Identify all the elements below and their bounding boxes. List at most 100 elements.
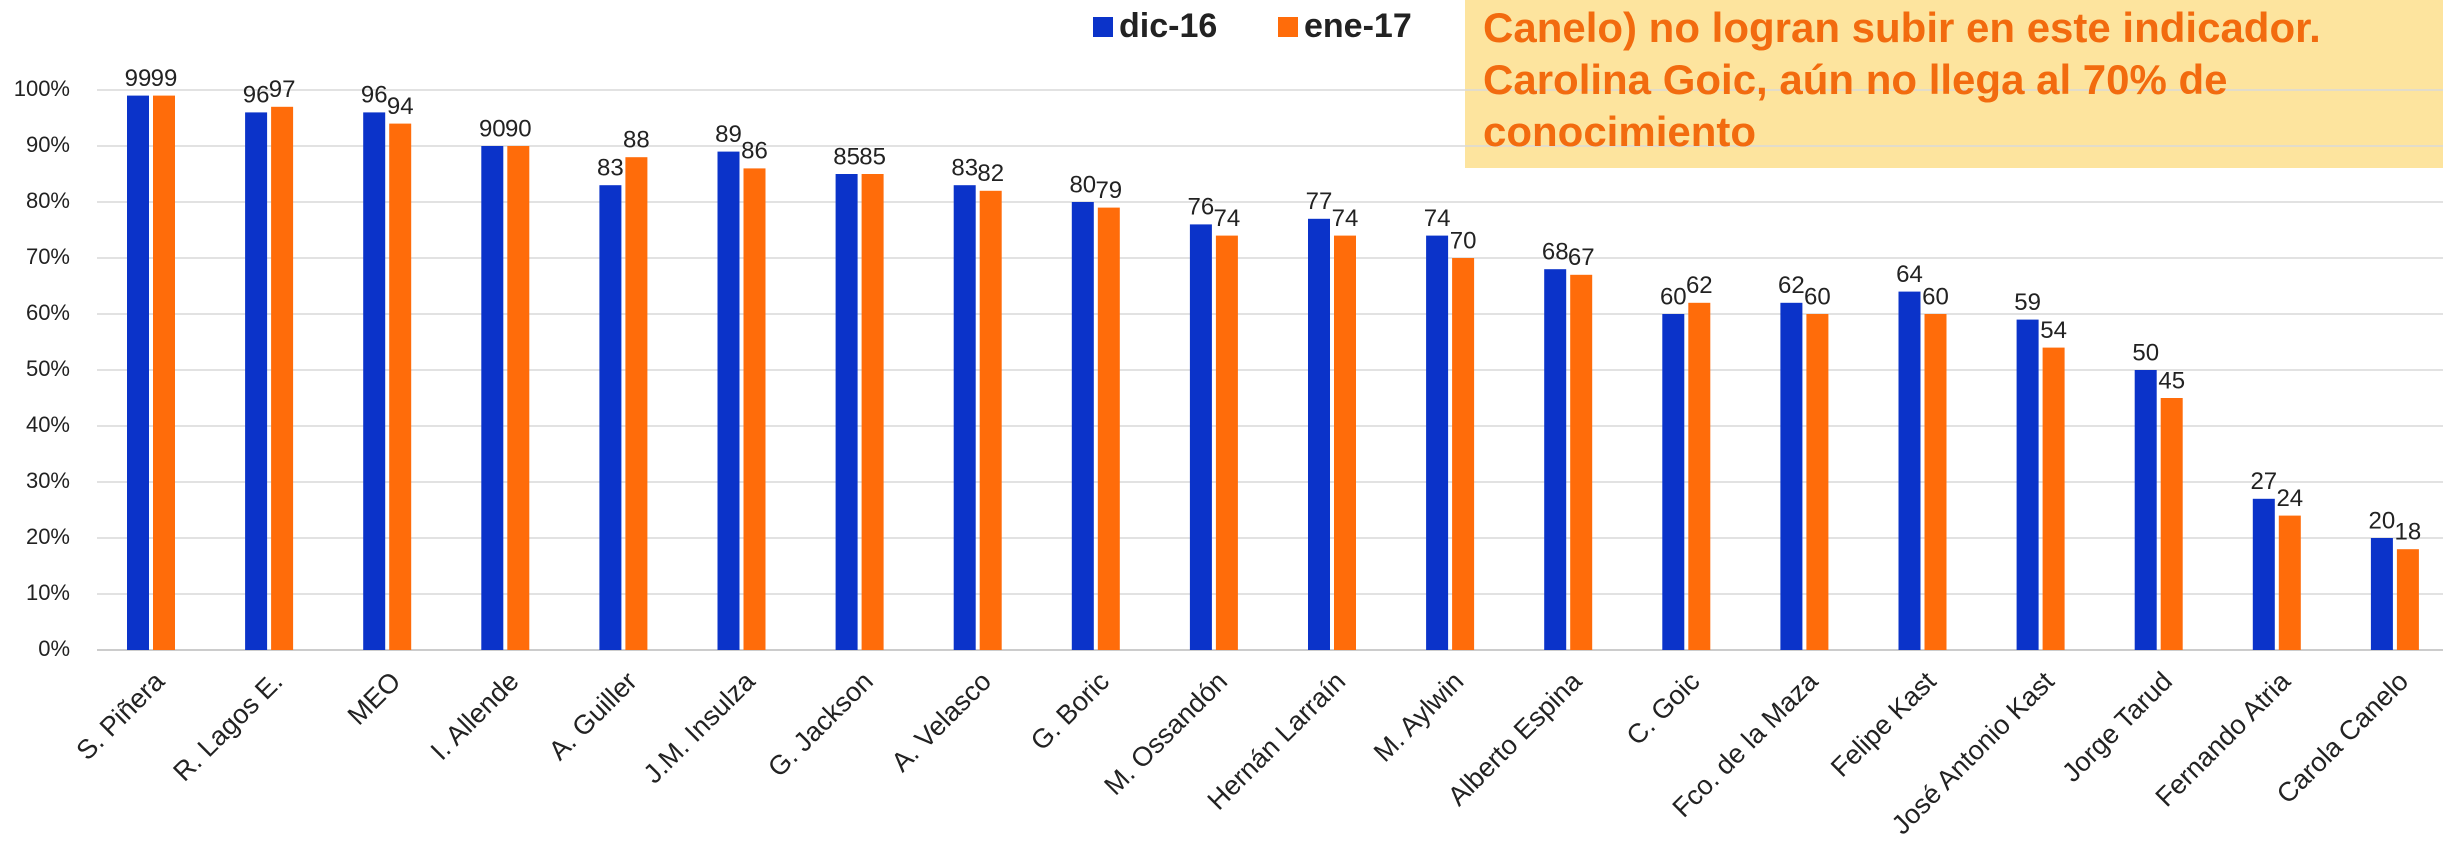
x-tick-label: MEO <box>342 666 407 731</box>
bar <box>1544 269 1567 650</box>
y-tick-label: 60% <box>26 300 70 325</box>
x-tick-label: A. Guiller <box>543 666 643 766</box>
value-label: 24 <box>2276 485 2303 512</box>
x-tick-label: Felipe Kast <box>1825 666 1942 783</box>
value-label: 70 <box>1450 227 1477 254</box>
value-label: 50 <box>2132 339 2159 366</box>
x-tick-label: J.M. Insulza <box>638 665 762 789</box>
value-label: 54 <box>2040 317 2067 344</box>
bar <box>743 168 766 650</box>
bar <box>1426 235 1449 650</box>
value-label: 76 <box>1188 194 1215 221</box>
value-label: 64 <box>1896 261 1923 288</box>
value-label: 85 <box>859 143 886 170</box>
x-tick-label: A. Velasco <box>886 666 997 777</box>
bar <box>1898 291 1921 650</box>
bar <box>2134 370 2157 650</box>
bar <box>1806 314 1829 650</box>
value-label: 79 <box>1095 177 1122 204</box>
bar <box>625 157 648 650</box>
bar <box>2160 398 2183 650</box>
bar <box>599 185 622 650</box>
x-tick-label: M. Aylwin <box>1368 666 1470 768</box>
value-label: 88 <box>623 127 650 154</box>
bar <box>1780 302 1803 650</box>
bar <box>153 95 175 651</box>
x-tick-label: G. Boric <box>1025 666 1115 756</box>
y-tick-label: 0% <box>38 636 70 661</box>
bar <box>1688 302 1711 650</box>
value-label: 60 <box>1922 283 1949 310</box>
value-label: 85 <box>833 143 860 170</box>
bar <box>2042 347 2065 650</box>
bar <box>1570 274 1593 650</box>
value-label: 99 <box>151 65 178 92</box>
value-label: 18 <box>2395 519 2422 546</box>
y-tick-label: 90% <box>26 132 70 157</box>
y-tick-label: 100% <box>14 76 70 101</box>
bar <box>1189 224 1212 650</box>
x-tick-label: G. Jackson <box>762 666 879 783</box>
value-label: 77 <box>1306 188 1333 215</box>
value-label: 90 <box>505 115 532 142</box>
bar <box>2396 549 2419 650</box>
bar <box>861 174 884 650</box>
value-label: 99 <box>125 65 152 92</box>
value-label: 80 <box>1069 171 1096 198</box>
value-label: 67 <box>1568 244 1595 271</box>
bar <box>1924 314 1947 650</box>
x-tick-label: S. Piñera <box>71 665 171 765</box>
bar <box>389 123 412 651</box>
bar <box>717 151 740 650</box>
bar <box>835 174 858 650</box>
value-label: 83 <box>951 155 978 182</box>
y-tick-label: 20% <box>26 524 70 549</box>
bar <box>953 185 976 650</box>
bar <box>363 112 386 650</box>
annotation-text: Carolina Goic, aún no llega al 70% de <box>1483 56 2228 103</box>
value-label: 59 <box>2014 289 2041 316</box>
value-label: 94 <box>387 93 414 120</box>
value-label: 96 <box>361 82 388 109</box>
bar <box>1662 314 1685 650</box>
bar <box>1452 258 1475 650</box>
bar <box>979 190 1002 651</box>
legend-label: dic-16 <box>1119 7 1217 45</box>
legend-swatch <box>1093 17 1113 37</box>
value-label: 97 <box>269 76 296 103</box>
value-label: 74 <box>1424 205 1451 232</box>
value-label: 45 <box>2158 367 2185 394</box>
x-tick-label: R. Lagos E. <box>167 666 288 787</box>
bar <box>127 95 149 651</box>
bar <box>2278 515 2301 650</box>
value-label: 62 <box>1686 272 1713 299</box>
bar <box>2252 498 2275 650</box>
annotation-box <box>1465 0 2443 168</box>
y-tick-label: 50% <box>26 356 70 381</box>
x-tick-label: C. Goic <box>1621 666 1706 751</box>
value-label: 96 <box>243 82 270 109</box>
bar <box>2016 319 2039 650</box>
value-label: 83 <box>597 155 624 182</box>
legend-label: ene-17 <box>1304 7 1412 45</box>
value-label: 62 <box>1778 272 1805 299</box>
value-label: 86 <box>741 138 768 165</box>
x-tick-label: I. Allende <box>425 666 525 766</box>
y-tick-label: 40% <box>26 412 70 437</box>
value-label: 60 <box>1660 283 1687 310</box>
bar <box>245 112 268 650</box>
annotation-text: conocimiento <box>1483 108 1756 155</box>
y-tick-label: 10% <box>26 580 70 605</box>
bar <box>1334 235 1356 650</box>
value-label: 90 <box>479 115 506 142</box>
x-tick-label: Jorge Tarud <box>2056 666 2178 788</box>
bar <box>271 106 294 651</box>
value-label: 74 <box>1332 205 1359 232</box>
value-label: 74 <box>1214 205 1241 232</box>
value-label: 82 <box>977 160 1004 187</box>
value-label: 89 <box>715 121 742 148</box>
bar <box>481 146 504 650</box>
bar <box>1215 235 1238 650</box>
bar <box>1071 202 1094 650</box>
